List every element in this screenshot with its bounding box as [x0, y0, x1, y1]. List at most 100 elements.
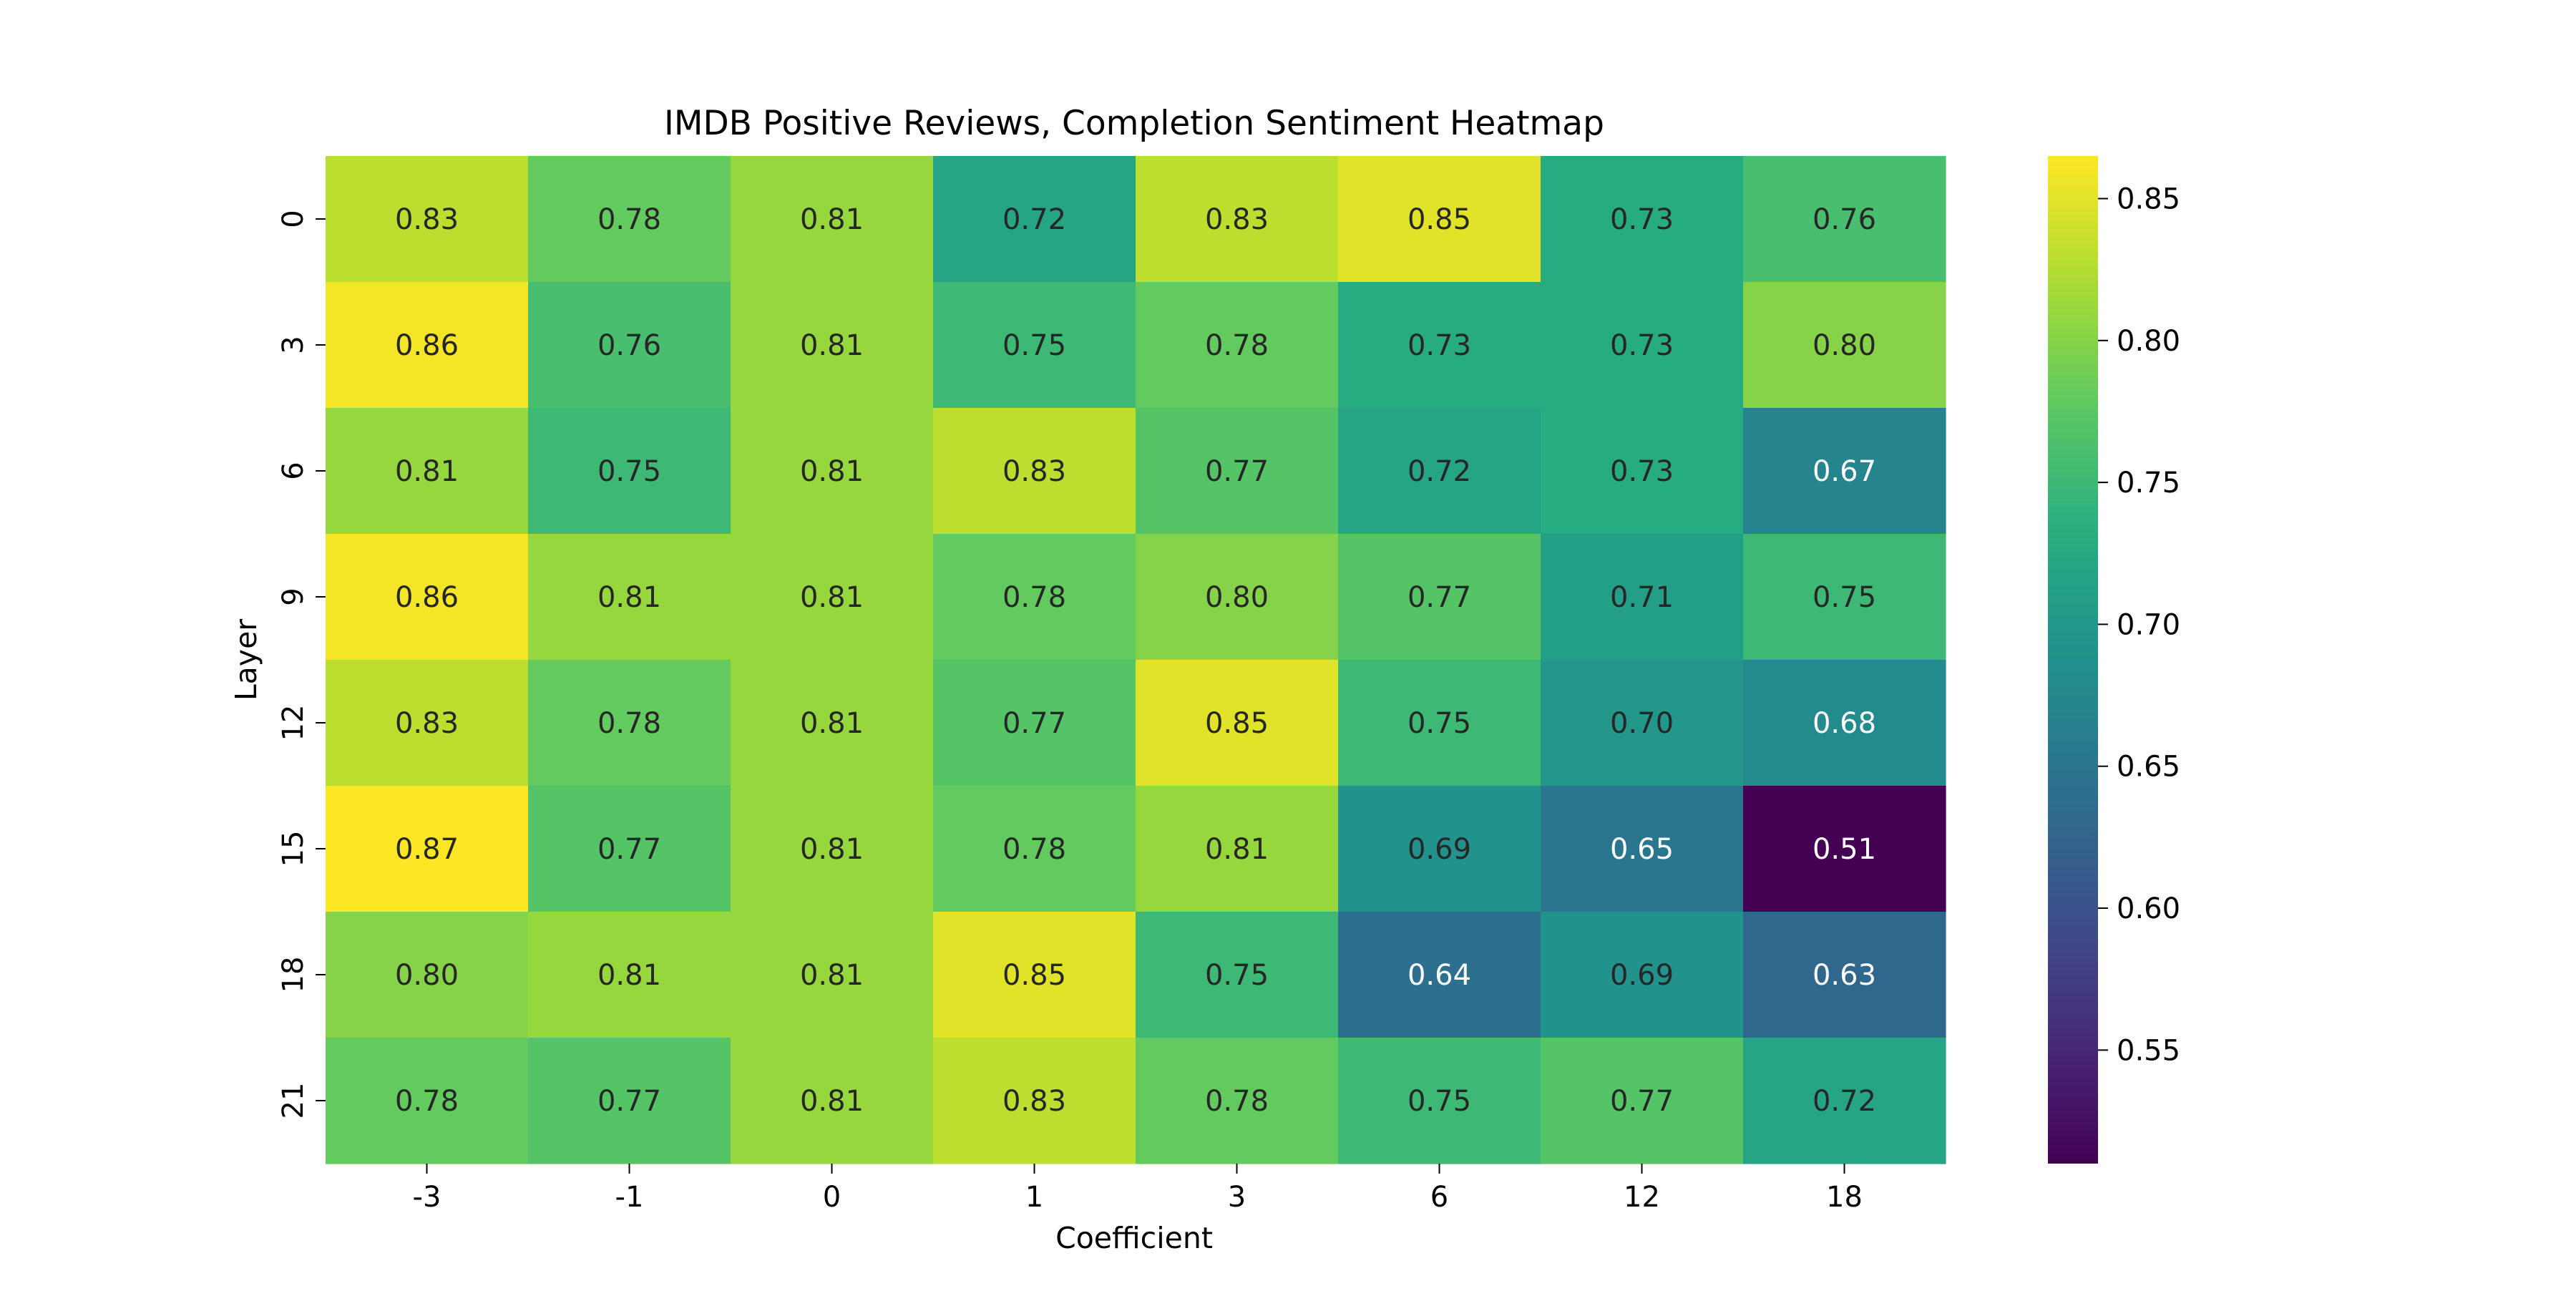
heatmap-cell: [731, 156, 934, 283]
cell-value-label: 0.77: [1002, 707, 1066, 740]
x-tick-label: 3: [1228, 1181, 1246, 1214]
cell-value-label: 0.64: [1407, 959, 1471, 992]
heatmap-cell: [1743, 1038, 1946, 1164]
heatmap-cell: [528, 282, 731, 409]
heatmap-cell: [1743, 408, 1946, 535]
cell-value-label: 0.75: [1407, 1085, 1471, 1118]
cell-value-label: 0.73: [1407, 329, 1471, 362]
heatmap-cell: [933, 534, 1136, 661]
heatmap-cell: [1338, 408, 1541, 535]
colorbar-tick-label: 0.70: [2117, 608, 2180, 641]
cell-value-label: 0.85: [1002, 959, 1066, 992]
cell-value-label: 0.81: [800, 959, 864, 992]
heatmap-cell: [1541, 786, 1744, 912]
x-tick-label: 12: [1624, 1181, 1660, 1214]
cell-value-label: 0.81: [800, 581, 864, 614]
cell-value-label: 0.70: [1610, 707, 1674, 740]
cell-value-label: 0.51: [1813, 833, 1876, 866]
y-axis-label: Layer: [229, 619, 263, 701]
heatmap-cell: [528, 1038, 731, 1164]
cell-value-label: 0.78: [1205, 329, 1269, 362]
cell-value-label: 0.75: [1002, 329, 1066, 362]
cell-value-label: 0.77: [597, 833, 661, 866]
heatmap-cell: [1338, 156, 1541, 283]
colorbar-tick-label: 0.80: [2117, 325, 2180, 358]
cell-value-label: 0.67: [1813, 455, 1876, 488]
heatmap-cell: [731, 282, 934, 409]
cell-value-label: 0.72: [1407, 455, 1471, 488]
cell-value-label: 0.83: [395, 203, 459, 236]
y-tick-label: 21: [277, 1083, 310, 1119]
cell-value-label: 0.81: [597, 581, 661, 614]
heatmap-cell: [933, 660, 1136, 786]
heatmap-cell: [1136, 660, 1339, 786]
cell-value-label: 0.68: [1813, 707, 1876, 740]
heatmap-cell: [326, 1038, 529, 1164]
y-tick-label: 3: [277, 336, 310, 354]
heatmap-cell: [933, 408, 1136, 535]
cell-value-label: 0.81: [800, 455, 864, 488]
cell-value-label: 0.69: [1610, 959, 1674, 992]
cell-value-label: 0.63: [1813, 959, 1876, 992]
heatmap-cell: [731, 786, 934, 912]
cell-value-label: 0.75: [1205, 959, 1269, 992]
heatmap-cell: [731, 408, 934, 535]
heatmap-cell: [1743, 912, 1946, 1038]
cell-value-label: 0.81: [800, 1085, 864, 1118]
cell-value-label: 0.83: [1002, 455, 1066, 488]
heatmap-cell: [1338, 1038, 1541, 1164]
heatmap-cell: [1338, 282, 1541, 409]
cell-value-label: 0.80: [1813, 329, 1876, 362]
x-tick-label: 1: [1025, 1181, 1043, 1214]
heatmap-cell: [1541, 912, 1744, 1038]
x-tick-label: -1: [615, 1181, 644, 1214]
cell-value-label: 0.86: [395, 581, 459, 614]
colorbar-tick-label: 0.65: [2117, 751, 2180, 784]
heatmap-cell: [1541, 156, 1744, 283]
y-tick-label: 0: [277, 210, 310, 228]
heatmap-cell: [1338, 534, 1541, 661]
y-tick-label: 18: [277, 957, 310, 993]
cell-value-label: 0.83: [395, 707, 459, 740]
cell-value-label: 0.80: [1205, 581, 1269, 614]
y-tick-label: 15: [277, 831, 310, 867]
cell-value-label: 0.73: [1610, 329, 1674, 362]
heatmap-cell: [1136, 408, 1339, 535]
heatmap-cell: [933, 282, 1136, 409]
cell-value-label: 0.81: [800, 203, 864, 236]
heatmap-cell: [1136, 786, 1339, 912]
colorbar-tick-label: 0.85: [2117, 182, 2180, 215]
cell-value-label: 0.78: [1002, 833, 1066, 866]
x-tick-label: -3: [413, 1181, 441, 1214]
heatmap-cell: [528, 534, 731, 661]
heatmap-cell: [731, 1038, 934, 1164]
cell-value-label: 0.80: [395, 959, 459, 992]
heatmap-cell: [1541, 534, 1744, 661]
x-axis: -3 -1 0 1 3 6 12 18: [413, 1164, 1863, 1214]
heatmap-cell: [1541, 408, 1744, 535]
cell-value-label: 0.77: [597, 1085, 661, 1118]
y-axis: 0 3 6 9 12 15 18 21: [277, 210, 326, 1119]
cell-value-label: 0.83: [1205, 203, 1269, 236]
colorbar-tick-label: 0.55: [2117, 1034, 2180, 1067]
cell-value-label: 0.81: [800, 707, 864, 740]
cell-value-label: 0.77: [1407, 581, 1471, 614]
heatmap-cell: [731, 534, 934, 661]
heatmap-cell: [1338, 912, 1541, 1038]
heatmap-cell: [528, 786, 731, 912]
heatmap-cell: [933, 912, 1136, 1038]
heatmap-cell: [1541, 660, 1744, 786]
heatmap-cell: [933, 786, 1136, 912]
cell-value-label: 0.86: [395, 329, 459, 362]
heatmap-cell: [326, 156, 529, 283]
cell-value-label: 0.85: [1205, 707, 1269, 740]
heatmap-cell: [1743, 786, 1946, 912]
y-tick-label: 6: [277, 462, 310, 479]
colorbar-tick-label: 0.75: [2117, 467, 2180, 500]
cell-value-label: 0.78: [395, 1085, 459, 1118]
cell-value-label: 0.75: [597, 455, 661, 488]
cell-value-label: 0.81: [1205, 833, 1269, 866]
cell-value-label: 0.87: [395, 833, 459, 866]
